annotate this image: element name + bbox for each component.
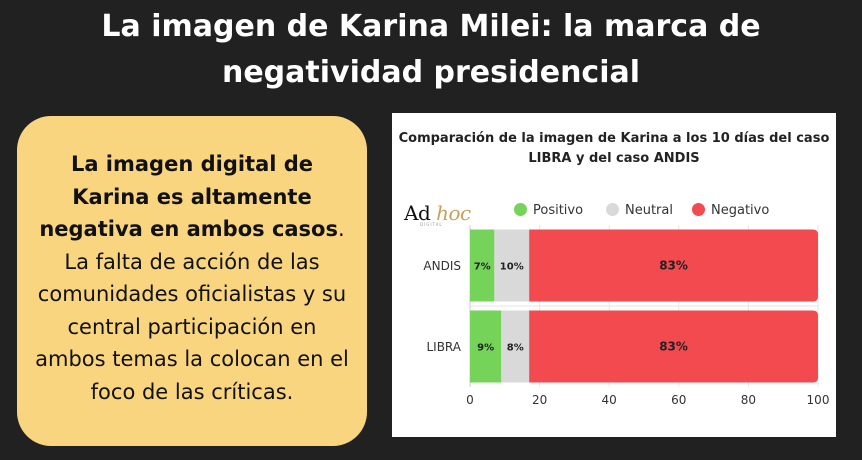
category-label-libra: LIBRA bbox=[426, 340, 461, 354]
legend-dot-positivo bbox=[514, 203, 527, 216]
x-tick-label-40: 40 bbox=[602, 393, 617, 407]
category-label-andis: ANDIS bbox=[423, 259, 461, 273]
bar-libra-positivo bbox=[470, 310, 502, 383]
legend-item-positivo: Positivo bbox=[514, 202, 583, 220]
x-tick-label-100: 100 bbox=[807, 393, 830, 407]
legend-dot-negativo bbox=[692, 203, 705, 216]
data-label-libra-neutral: 8% bbox=[507, 343, 524, 354]
x-tick-label-20: 20 bbox=[532, 393, 547, 407]
legend-dot-neutral bbox=[606, 203, 619, 216]
bar-libra-neutral bbox=[501, 310, 530, 383]
slide-title-line-2: negatividad presidencial bbox=[221, 55, 641, 90]
chart-plot: 0 20 40 60 80 100 ANDIS 7% 10% 83% LIBRA 9% 8% 83% bbox=[423, 225, 830, 407]
data-label-andis-positivo: 7% bbox=[474, 262, 491, 273]
logo-subtext: DIGITAL bbox=[420, 222, 443, 227]
summary-text: . La falta de acción de las comunidades … bbox=[35, 217, 349, 404]
legend-item-negativo: Negativo bbox=[692, 202, 769, 220]
summary-card: La imagen digital de Karina es altamente… bbox=[17, 116, 367, 446]
bar-libra-negativo bbox=[529, 310, 818, 383]
legend-label-positivo: Positivo bbox=[533, 203, 584, 218]
legend-label-negativo: Negativo bbox=[711, 203, 770, 218]
slide-title: La imagen de Karina Milei: la marca de n… bbox=[0, 4, 862, 96]
chart-title: Comparación de la imagen de Karina a los… bbox=[398, 131, 830, 166]
x-tick-label-0: 0 bbox=[466, 393, 474, 407]
bar-andis-negativo bbox=[529, 229, 818, 302]
logo-text-main: Ad bbox=[404, 201, 431, 225]
logo-text-accent: hoc bbox=[436, 201, 471, 225]
summary-bold-text: La imagen digital de Karina es altamente… bbox=[39, 152, 338, 241]
data-label-libra-negativo: 83% bbox=[659, 340, 688, 354]
adhoc-logo: Ad hoc bbox=[404, 201, 471, 225]
legend-item-neutral: Neutral bbox=[606, 202, 673, 220]
x-tick-label-60: 60 bbox=[671, 393, 686, 407]
data-label-andis-neutral: 10% bbox=[500, 262, 524, 273]
legend-label-neutral: Neutral bbox=[625, 203, 673, 218]
x-tick-label-80: 80 bbox=[741, 393, 756, 407]
data-label-libra-positivo: 9% bbox=[477, 343, 494, 354]
bar-andis-neutral bbox=[494, 229, 530, 302]
data-label-andis-negativo: 83% bbox=[659, 259, 688, 273]
bar-andis-positivo bbox=[470, 229, 495, 302]
chart-panel: 0 20 40 60 80 100 ANDIS 7% 10% 83% LIBRA 9% 8% 83% Co… bbox=[392, 113, 836, 437]
slide-title-line-1: La imagen de Karina Milei: la marca de bbox=[101, 9, 761, 44]
